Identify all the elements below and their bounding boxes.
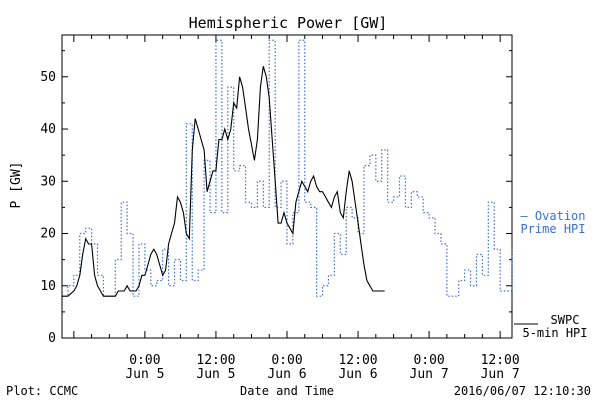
x-tick-label-time: 12:00 <box>481 353 520 368</box>
y-tick-label: 10 <box>40 279 56 294</box>
series-ovation-prime-hpi <box>62 39 513 297</box>
legend-ovation-line1: — Ovation <box>520 209 585 223</box>
footer-credit: Plot: CCMC <box>6 384 78 398</box>
series-layer <box>62 39 513 297</box>
x-tick-label-time: 0:00 <box>413 353 444 368</box>
x-tick-label-time: 0:00 <box>129 353 160 368</box>
y-axis: 0 10 20 30 40 50 <box>40 50 512 346</box>
x-tick-label-date: Jun 6 <box>338 367 377 382</box>
y-tick-label: 50 <box>40 70 56 85</box>
x-tick-label-date: Jun 5 <box>125 367 164 382</box>
chart-title: Hemispheric Power [GW] <box>189 14 388 32</box>
y-tick-label: 30 <box>40 174 56 189</box>
x-tick-label-time: 0:00 <box>271 353 302 368</box>
x-tick-label-time: 12:00 <box>338 353 377 368</box>
y-tick-label: 40 <box>40 122 56 137</box>
x-tick-label-date: Jun 6 <box>267 367 306 382</box>
y-tick-label: 0 <box>48 331 56 346</box>
legend-swpc-line1: SWPC <box>551 313 580 327</box>
x-axis-label: Date and Time <box>240 384 334 398</box>
x-tick-label-date: Jun 5 <box>196 367 235 382</box>
legend-swpc: SWPC 5-min HPI <box>514 313 588 340</box>
plot-area-frame <box>61 34 513 339</box>
x-tick-label-date: Jun 7 <box>410 367 449 382</box>
series-swpc-5min-hpi <box>62 66 385 297</box>
y-tick-label: 20 <box>40 227 56 242</box>
footer-timestamp: 2016/06/07 12:10:30 <box>454 384 591 398</box>
legend-ovation: — Ovation Prime HPI <box>520 209 585 236</box>
x-tick-label-time: 12:00 <box>196 353 235 368</box>
x-tick-label-date: Jun 7 <box>481 367 520 382</box>
legend-swpc-line2: 5-min HPI <box>522 326 587 340</box>
y-axis-label: P [GW] <box>9 162 24 209</box>
legend-ovation-line2: Prime HPI <box>520 222 585 236</box>
